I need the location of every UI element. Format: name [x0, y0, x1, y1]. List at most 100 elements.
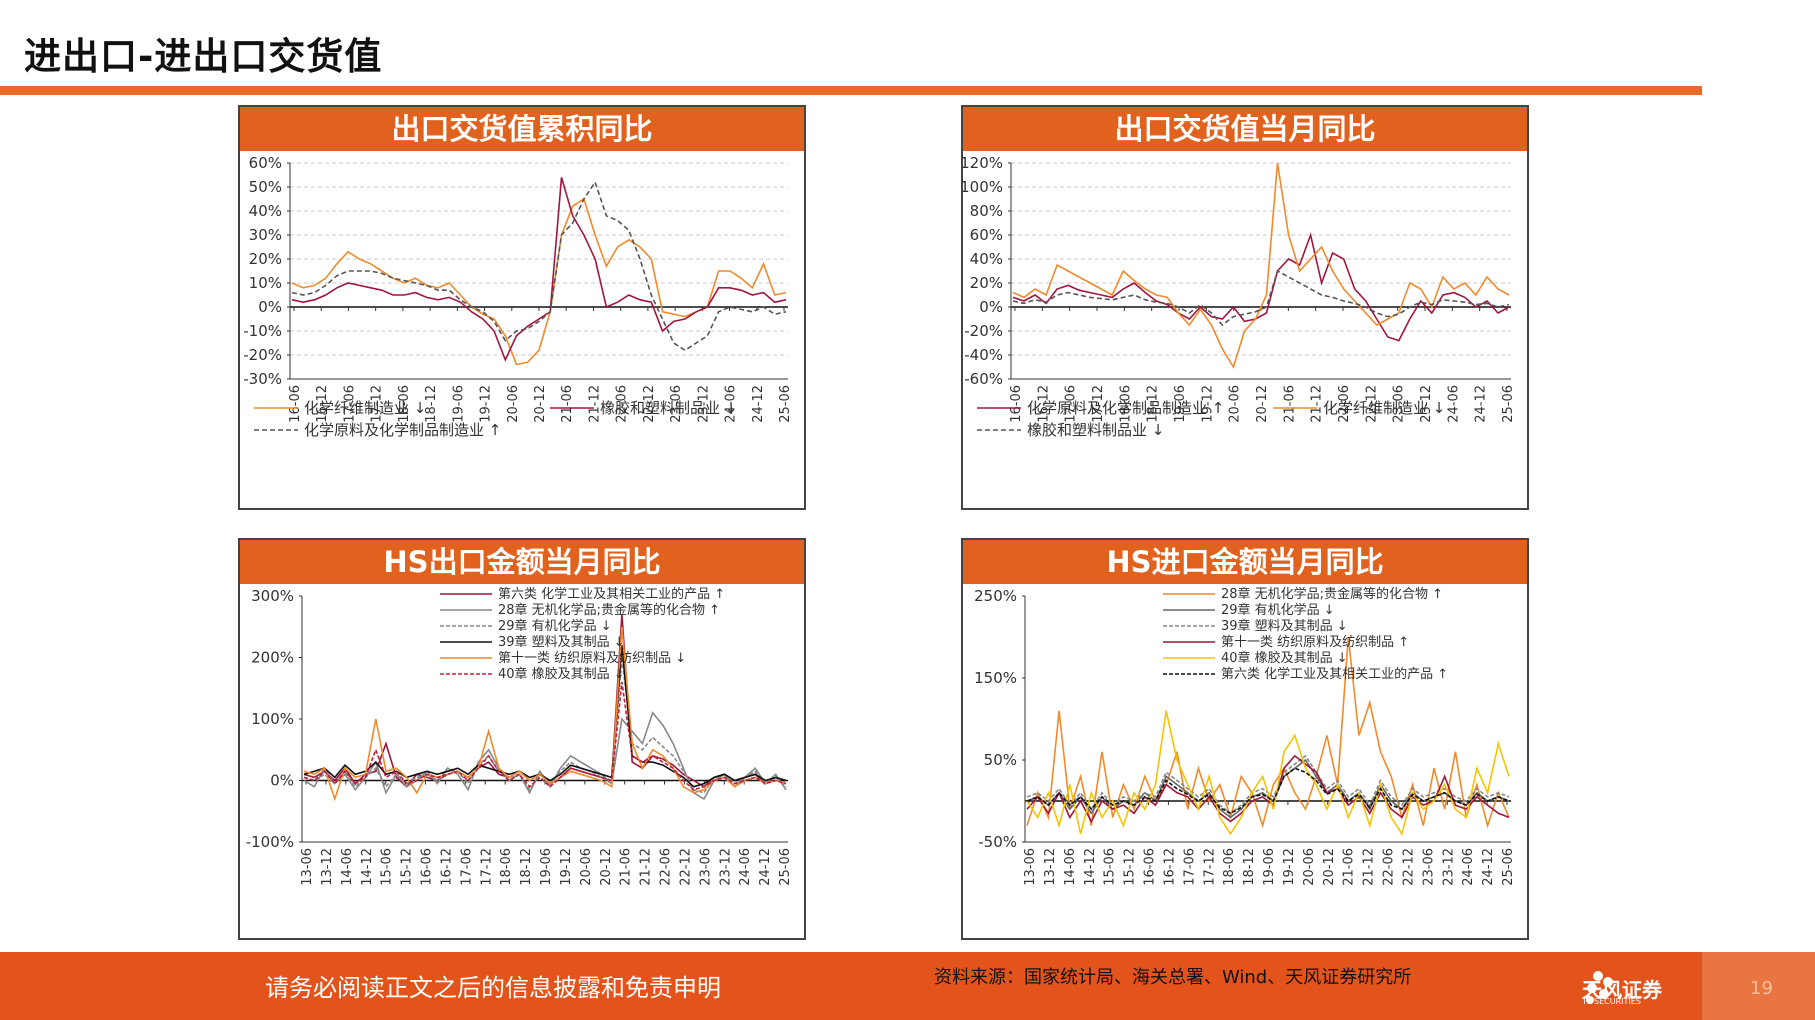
x-tick-label: 21-06	[619, 848, 634, 886]
series-line-6	[303, 681, 787, 791]
y-tick-label: -20%	[243, 346, 282, 364]
title-rule	[0, 86, 1702, 95]
x-tick-label: 16-06	[1009, 385, 1024, 423]
x-tick-label: 13-12	[1043, 848, 1058, 886]
x-tick-label: 22-12	[642, 385, 657, 423]
x-tick-label: 16-12	[315, 385, 330, 423]
y-tick-label: 20%	[249, 250, 282, 268]
x-tick-label: 24-06	[1461, 848, 1476, 886]
x-tick-label: 18-12	[424, 385, 439, 423]
x-tick-label: 22-06	[1337, 385, 1352, 423]
x-tick-label: 14-12	[1083, 848, 1098, 886]
x-tick-label: 17-06	[1182, 848, 1197, 886]
page-number: 19	[1750, 978, 1773, 999]
x-tick-label: 18-12	[519, 848, 534, 886]
series-line-3	[1012, 269, 1510, 327]
series-line-3	[291, 180, 787, 352]
x-tick-label: 23-12	[1441, 848, 1456, 886]
y-tick-label: -50%	[978, 833, 1017, 851]
legend-label: 40章 橡胶及其制品 ↓	[1221, 650, 1348, 666]
legend-label: 橡胶和塑料制品业 ↓	[1027, 421, 1164, 439]
footer-corner	[1702, 952, 1815, 1020]
y-tick-label: 20%	[970, 274, 1003, 292]
y-tick-label: 200%	[251, 649, 294, 667]
x-tick-label: 23-12	[718, 848, 733, 886]
x-tick-label: 20-12	[533, 385, 548, 423]
y-tick-label: 40%	[970, 250, 1003, 268]
x-tick-label: 19-06	[1173, 385, 1188, 423]
y-tick-label: 0%	[258, 298, 282, 316]
x-tick-label: 17-12	[1091, 385, 1106, 423]
y-tick-label: -10%	[243, 322, 282, 340]
x-tick-label: 16-06	[420, 848, 435, 886]
x-tick-label: 23-12	[696, 385, 711, 423]
x-tick-label: 13-06	[300, 848, 315, 886]
legend-label: 29章 有机化学品 ↓	[1221, 602, 1335, 618]
y-tick-label: -20%	[964, 322, 1003, 340]
chart-title-export-cumulative: 出口交货值累积同比	[240, 107, 804, 151]
disclaimer-note: 请务必阅读正文之后的信息披露和免责申明	[265, 974, 721, 1002]
legend-label: 化学纤维制造业 ↓	[304, 399, 426, 417]
x-tick-label: 24-06	[1446, 385, 1461, 423]
x-tick-label: 17-06	[459, 848, 474, 886]
x-tick-label: 18-12	[1146, 385, 1161, 423]
y-tick-label: 50%	[249, 178, 282, 196]
series-line-3	[303, 657, 787, 794]
x-tick-label: 23-12	[1419, 385, 1434, 423]
legend-label: 化学纤维制造业 ↓	[1323, 399, 1445, 417]
x-tick-label: 23-06	[698, 848, 713, 886]
x-tick-label: 15-06	[1103, 848, 1118, 886]
x-tick-label: 22-12	[678, 848, 693, 886]
chart-hs-export: 300% 200% 100% 0% -100% 13-06 13-12 14-06 14-12 1…	[246, 586, 793, 886]
y-tick-label: 30%	[249, 226, 282, 244]
series-line-2	[1012, 162, 1510, 369]
legend-label: 第十一类 纺织原料及纺织制品 ↓	[498, 651, 686, 666]
x-tick-label: 21-06	[1282, 385, 1297, 423]
x-tick-label: 20-12	[1255, 385, 1270, 423]
y-tick-label: 120%	[963, 154, 1003, 172]
x-tick-label: 16-06	[288, 385, 303, 423]
x-tick-label: 21-12	[587, 385, 602, 423]
x-tick-label: 17-12	[479, 848, 494, 886]
y-tick-label: 100%	[251, 710, 294, 728]
x-tick-label: 17-06	[1064, 385, 1079, 423]
x-tick-label: 25-06	[1501, 385, 1516, 423]
y-tick-label: 10%	[249, 274, 282, 292]
x-tick-label: 24-12	[1474, 385, 1489, 423]
x-tick-label: 13-12	[320, 848, 335, 886]
chart-title-hs-export: HS出口金额当月同比	[240, 540, 804, 584]
y-tick-label: 150%	[974, 669, 1017, 687]
chart-export-cumulative: 60% 50% 40% 30% 20% 10% 0% -10% -20% -30% 16-06 16-…	[243, 154, 793, 439]
series-line-4	[303, 645, 787, 788]
series-line-1	[1012, 232, 1510, 342]
x-tick-label: 15-12	[1123, 848, 1138, 886]
y-tick-label: 40%	[249, 202, 282, 220]
chart-title-hs-import: HS进口金额当月同比	[963, 540, 1527, 584]
x-tick-label: 23-06	[1421, 848, 1436, 886]
x-tick-label: 17-12	[1202, 848, 1217, 886]
x-tick-label: 17-06	[342, 385, 357, 423]
x-tick-label: 18-06	[499, 848, 514, 886]
series-line-1	[291, 197, 787, 366]
series-line-2	[291, 177, 787, 362]
x-tick-label: 20-06	[506, 385, 521, 423]
legend-label: 化学原料及化学制品制造业 ↑	[304, 421, 501, 439]
x-tick-label: 24-06	[738, 848, 753, 886]
chart-title-export-monthly: 出口交货值当月同比	[963, 107, 1527, 151]
x-tick-label: 21-12	[1310, 385, 1325, 423]
x-tick-label: 17-12	[370, 385, 385, 423]
x-tick-label: 20-06	[1228, 385, 1243, 423]
y-tick-label: 100%	[963, 178, 1003, 196]
x-tick-label: 20-12	[1322, 848, 1337, 886]
x-tick-label: 24-12	[751, 385, 766, 423]
x-tick-label: 15-12	[400, 848, 415, 886]
chart-export-monthly: 120% 100% 80% 60% 40% 20% 0% -20% -40% -60% 16-06 1…	[963, 154, 1516, 439]
x-tick-label: 24-06	[724, 385, 739, 423]
logo-text: 天风证券	[1582, 978, 1662, 1002]
x-tick-label: 20-06	[579, 848, 594, 886]
y-tick-label: 80%	[970, 202, 1003, 220]
series-line-4	[1026, 754, 1510, 824]
y-tick-label: 60%	[249, 154, 282, 172]
series-line-1	[1026, 636, 1510, 829]
x-tick-label: 19-06	[451, 385, 466, 423]
